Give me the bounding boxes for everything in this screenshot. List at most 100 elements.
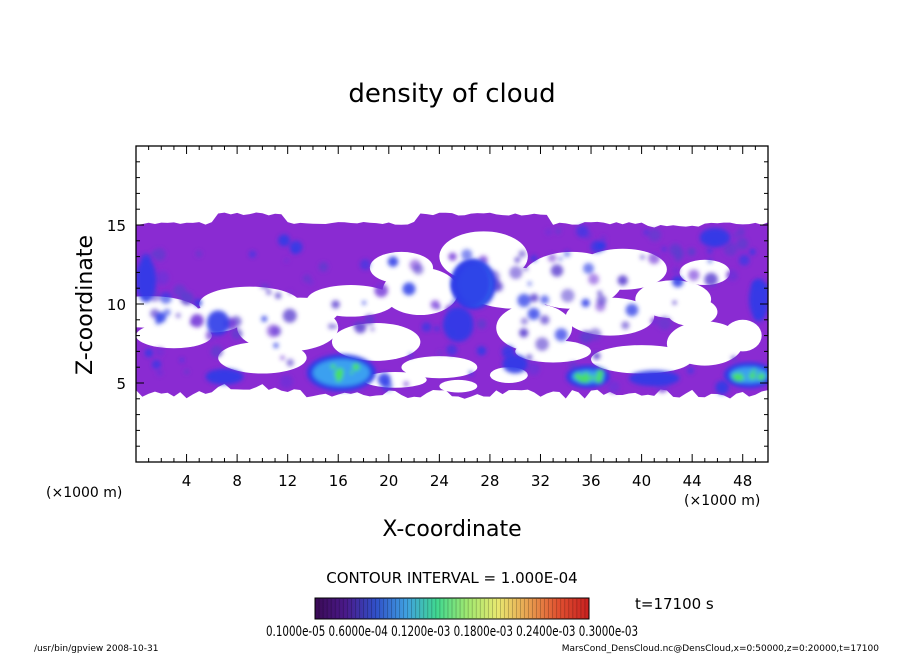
blue-patch (450, 259, 492, 308)
blue-patch (749, 278, 768, 320)
texture-blob (545, 228, 553, 236)
colorbar-labels: 0.1000e-05 0.6000e-04 0.1200e-03 0.1800e… (266, 624, 638, 640)
blue-patch (628, 370, 680, 387)
texture-blob (621, 321, 630, 330)
cloud-gap (666, 321, 743, 366)
cloud-gap (496, 304, 573, 352)
texture-blob (530, 293, 539, 303)
texture-blob (195, 250, 203, 258)
texture-blob (402, 282, 416, 296)
texture-blob (704, 272, 718, 287)
x-tick-label: 4 (182, 472, 192, 490)
texture-blob (421, 322, 432, 332)
x-unit-label-left: (×1000 m) (46, 485, 122, 501)
texture-blob (527, 307, 540, 320)
texture-blob (715, 380, 729, 395)
cloud-gap (578, 248, 667, 290)
blue-patches (136, 228, 768, 387)
texture-blob (596, 294, 607, 306)
texture-blob (282, 308, 297, 323)
cloud-gap (723, 319, 762, 352)
texture-blob (280, 355, 285, 360)
texture-blob (210, 345, 223, 358)
texture-blob (175, 312, 181, 318)
texture-blob (179, 357, 185, 363)
texture-blob (688, 269, 700, 281)
x-tick-label: 36 (581, 472, 600, 490)
contour-interval-label: CONTOUR INTERVAL = 1.000E-04 (326, 569, 577, 587)
texture-blob (596, 240, 607, 251)
texture-blob (535, 337, 549, 351)
texture-blob (661, 246, 667, 252)
texture-blob (672, 266, 680, 275)
texture-blob (286, 358, 295, 367)
texture-blob (514, 257, 521, 263)
texture-blob (530, 255, 538, 262)
texture-blob (625, 303, 639, 317)
x-unit-label-right: (×1000 m) (684, 493, 760, 509)
texture-blob (563, 250, 571, 258)
time-label: t=17100 s (635, 595, 714, 613)
texture-blob (672, 275, 684, 288)
texture-blob (588, 273, 600, 285)
texture-blob (617, 275, 628, 286)
x-tick-label: 16 (329, 472, 348, 490)
texture-blob (364, 314, 375, 325)
cloud-gap (439, 379, 478, 393)
texture-blob (476, 346, 487, 356)
blue-patch (699, 228, 731, 248)
texture-blob (155, 271, 170, 285)
texture-blob (173, 284, 186, 298)
x-tick-label: 44 (683, 472, 702, 490)
texture-blob (476, 319, 487, 330)
texture-blob (518, 250, 527, 258)
texture-blob (377, 373, 391, 387)
x-tick-label: 12 (278, 472, 297, 490)
texture-blob (686, 367, 695, 375)
core-peak (749, 374, 753, 378)
core-peak (335, 376, 342, 382)
texture-blob (540, 315, 550, 325)
texture-blob (672, 300, 677, 305)
x-tick-label: 28 (480, 472, 499, 490)
blue-patch (205, 368, 244, 385)
texture-blob (151, 359, 162, 370)
texture-blob (523, 266, 529, 271)
blue-patch (136, 258, 157, 303)
texture-blob (261, 315, 268, 322)
texture-blob (554, 328, 568, 342)
texture-blob (650, 317, 659, 326)
cloud-texture (141, 225, 768, 395)
texture-blob (674, 248, 685, 259)
texture-blob (468, 370, 474, 376)
texture-blob (318, 262, 329, 272)
texture-blob (526, 354, 533, 361)
texture-blob (408, 352, 414, 358)
texture-blob (723, 242, 738, 256)
footer-program-date: /usr/bin/gpview 2008-10-31 (34, 644, 158, 654)
cloud-gap (218, 341, 307, 374)
texture-blob (155, 347, 165, 357)
core-peak (735, 372, 742, 380)
texture-blob (159, 291, 172, 304)
texture-blob (413, 264, 424, 275)
y-tick-label: 5 (116, 375, 126, 393)
core-peak (349, 371, 354, 375)
texture-blob (259, 283, 266, 289)
texture-blob (446, 344, 458, 356)
cloud-gap (306, 285, 396, 317)
texture-blob (509, 266, 523, 280)
texture-blob (648, 228, 662, 242)
texture-blob (328, 323, 334, 330)
blue-patch (502, 354, 528, 374)
core-peak (757, 373, 766, 381)
texture-blob (193, 298, 203, 307)
texture-blob (403, 381, 410, 387)
texture-blob (273, 342, 279, 349)
core-core-36km (566, 365, 610, 388)
texture-blob (263, 284, 269, 290)
texture-blob (597, 290, 603, 296)
footer-data-source: MarsCond_DensCloud.nc@DensCloud,x=0:5000… (562, 644, 879, 654)
core-peak (596, 369, 604, 378)
texture-blob (153, 248, 166, 262)
